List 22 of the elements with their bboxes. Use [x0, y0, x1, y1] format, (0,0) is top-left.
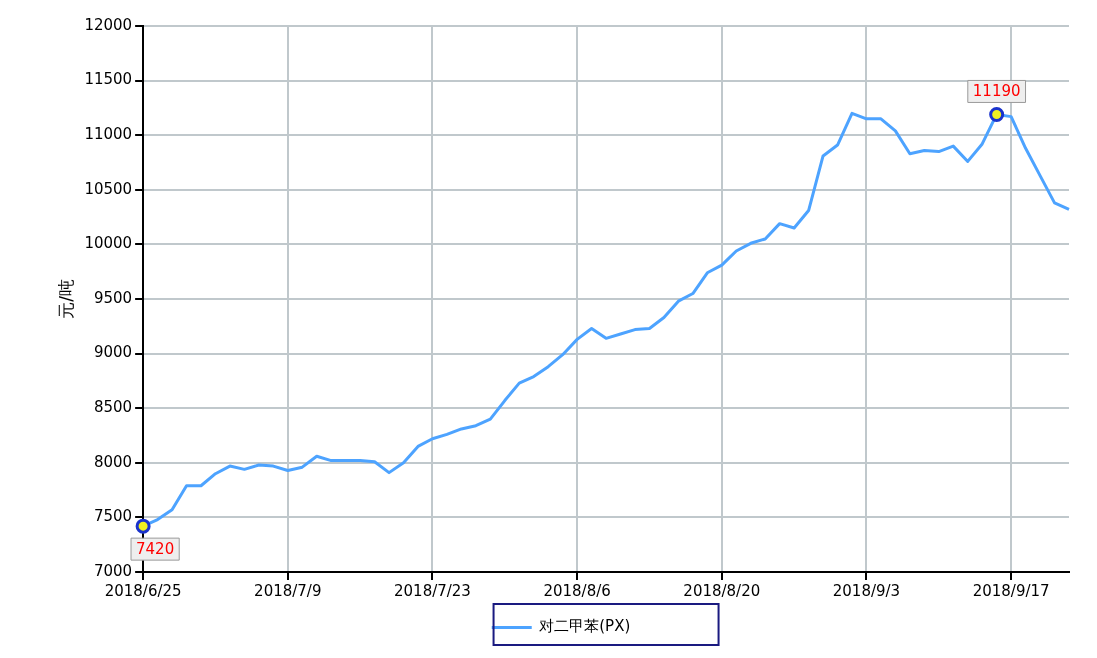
y-axis-title: 元/吨	[55, 279, 76, 319]
annotation: 11190	[972, 82, 1021, 101]
x-tick-label: 2018/6/25	[104, 581, 182, 600]
legend-label: 对二甲苯(PX)	[539, 617, 631, 636]
y-tick-label: 10500	[84, 179, 133, 198]
x-tick-label: 2018/8/6	[543, 581, 611, 600]
annotation: 7420	[136, 540, 175, 559]
y-tick-label: 9000	[93, 343, 133, 362]
y-tick-label: 8000	[93, 452, 133, 471]
x-tick-label: 2018/7/9	[254, 581, 322, 600]
y-tick-label: 7000	[93, 561, 133, 580]
x-tick-label: 2018/7/23	[393, 581, 471, 600]
y-tick-label: 9500	[93, 288, 133, 307]
y-tick-label: 11500	[84, 70, 133, 89]
x-tick-label: 2018/8/20	[683, 581, 761, 600]
x-tick-label: 2018/9/17	[972, 581, 1050, 600]
y-tick-label: 10000	[84, 234, 133, 253]
x-tick-label: 2018/9/3	[832, 581, 901, 600]
y-tick-label: 12000	[84, 15, 133, 34]
y-tick-label: 11000	[84, 125, 133, 144]
y-tick-label: 7500	[93, 507, 133, 526]
y-tick-label: 8500	[93, 398, 133, 417]
